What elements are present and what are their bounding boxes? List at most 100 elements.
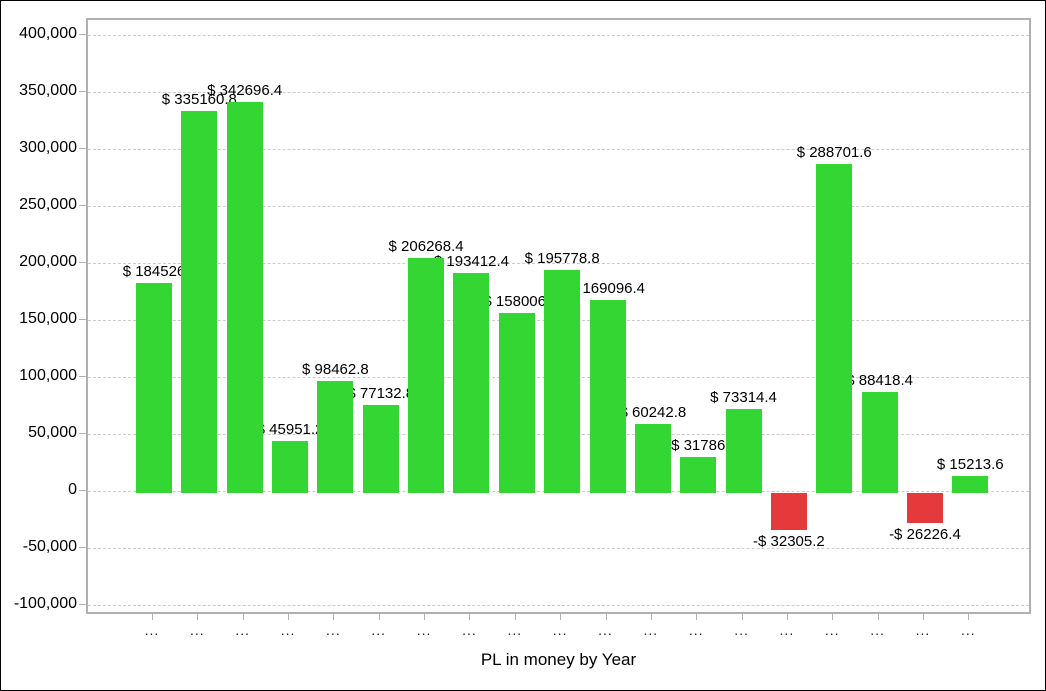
bar-positive [136,282,172,493]
y-axis-label: 0 [68,481,77,498]
x-axis-tick-label: ... [190,622,205,638]
x-axis-tick [832,614,834,620]
x-axis-tick [424,614,426,620]
x-axis-tick [378,614,380,620]
bar-value-label: $ 60242.8 [619,404,687,422]
y-axis-tick [79,490,86,491]
x-axis-tick-label: ... [371,622,387,638]
x-axis-tick-label: ... [416,622,432,638]
bar-value-label: $ 169096.4 [569,280,646,298]
bar-value-label: $ 193412.4 [433,252,509,270]
x-axis-tick [469,614,471,620]
x-axis-tick-label: ... [507,622,523,638]
bar-value-label: $ 195778.8 [524,249,600,267]
gridline [88,263,1029,264]
bar-value-label: $ 158006. [483,292,551,310]
bar-positive [226,102,263,493]
bar-value-label: $ 45951.2 [256,420,324,438]
y-axis-label: 400,000 [19,25,77,42]
x-axis-tick [922,614,924,620]
x-axis-tick [197,614,199,620]
x-axis-tick [696,614,698,620]
y-axis-label: 250,000 [19,196,77,213]
x-axis-tick-label: ... [779,622,795,638]
y-axis-label: -100,000 [13,595,77,612]
bar-positive [453,272,490,493]
y-axis-label: 300,000 [19,139,77,156]
y-axis-tick [79,148,86,149]
gridline [88,206,1029,207]
bar-positive [725,409,762,493]
y-axis-tick [79,604,86,605]
bar-value-label: $ 77132.8 [347,385,415,403]
gridline [88,92,1029,93]
y-axis-label: 200,000 [19,253,77,270]
x-axis-tick [605,614,607,620]
x-axis-tick-label: ... [824,622,840,638]
x-axis-tick [968,614,970,620]
bar-negative [906,493,943,523]
bar-positive [861,392,898,493]
gridline [88,605,1029,606]
x-axis-tick-label: ... [326,622,341,638]
bar-value-label: -$ 26226.4 [889,525,961,543]
bar-value-label: $ 335160.8 [161,90,237,108]
bar-value-label: $ 15213.6 [936,455,1004,473]
x-axis-tick [288,614,290,620]
plot-area: $ 184526 $ 335160.8 $ 342696.4 $ 45951.2 $ 9… [86,18,1031,614]
x-axis-tick [560,614,562,620]
x-axis-tick-label: ... [280,622,296,638]
x-axis-tick-label: ... [734,622,749,638]
x-axis-tick [333,614,335,620]
bar-positive [408,257,445,493]
y-axis-label: 350,000 [19,82,77,99]
bar-value-label: $ 342696.4 [207,82,283,100]
bar-positive [680,456,717,493]
bar-positive [362,405,399,493]
bar-value-label: $ 88418.4 [846,372,913,390]
bar-positive [181,110,218,493]
x-axis-title: PL in money by Year [480,650,637,669]
bar-negative [770,493,807,530]
y-axis-label: 150,000 [19,310,77,327]
bar-positive [634,424,671,493]
x-axis-tick-label: ... [462,622,477,638]
y-axis-tick [79,91,86,92]
x-axis-tick-label: ... [688,622,704,638]
bar-value-label: $ 206268.4 [388,237,464,255]
bar-positive [544,269,581,493]
bar-value-label: -$ 32305.2 [753,532,825,550]
y-axis-tick [79,34,86,35]
bar-positive [589,300,626,493]
bar-value-label: $ 184526 [122,262,186,280]
x-axis-tick-label: ... [144,622,160,638]
bar-positive [317,380,354,493]
gridline [88,35,1029,36]
x-axis-tick-label: ... [598,622,613,638]
bar-value-label: $ 288701.6 [796,143,872,161]
y-axis-tick [79,205,86,206]
bar-positive [952,475,989,493]
y-axis-label: 50,000 [28,424,77,441]
y-axis-tick [79,376,86,377]
x-axis-tick [786,614,788,620]
x-axis-tick-label: ... [960,622,976,638]
x-axis-tick [514,614,516,620]
gridline [88,149,1029,150]
y-axis-tick [79,319,86,320]
bar-value-label: $ 98462.8 [302,360,369,378]
bar-positive [498,312,535,493]
x-axis-tick-label: ... [235,622,251,638]
bar-positive [816,163,853,493]
x-axis-tick-label: ... [552,622,568,638]
x-axis-tick [877,614,879,620]
bar-value-label: $ 73314.4 [710,389,777,407]
x-axis-tick [152,614,153,620]
x-axis-tick-label: ... [643,622,659,638]
y-axis-tick [79,547,86,548]
bar-value-label: $ 31786 [671,436,726,454]
x-axis-tick [741,614,743,620]
x-axis-tick [242,614,244,620]
bar-positive [272,440,309,493]
